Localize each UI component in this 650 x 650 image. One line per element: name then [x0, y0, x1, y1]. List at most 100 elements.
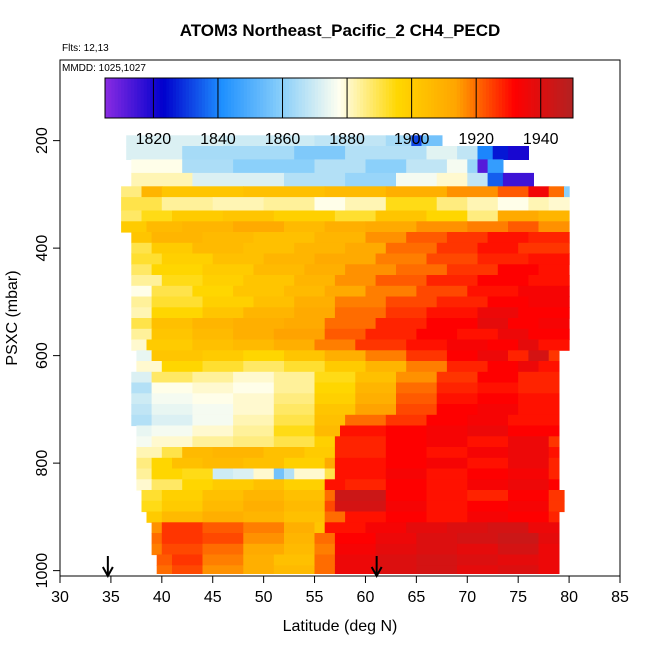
colorbar-cell — [405, 78, 409, 118]
colorbar-cell — [376, 78, 380, 118]
heat-cell — [314, 339, 356, 351]
heat-cell — [233, 159, 316, 174]
heat-cell — [426, 468, 468, 480]
heat-cell — [426, 414, 468, 427]
heat-cell — [192, 382, 234, 394]
heat-cell — [151, 543, 163, 556]
heat-cell — [355, 339, 407, 351]
colorbar-cell — [463, 78, 467, 118]
colorbar-cell — [395, 78, 400, 118]
heat-cell — [518, 371, 560, 384]
heat-cell — [233, 425, 275, 437]
heat-cell — [233, 285, 285, 298]
colorbar-cell — [292, 78, 296, 118]
colorbar-cell — [318, 78, 322, 118]
heat-cell — [345, 197, 387, 212]
heat-cell — [202, 296, 254, 308]
heat-cell — [151, 468, 183, 480]
heat-cell — [467, 511, 509, 523]
heat-cell — [161, 500, 204, 513]
colorbar-cell — [256, 78, 261, 118]
heat-cell — [426, 307, 478, 319]
colorbar-cell — [188, 78, 193, 118]
heat-cell — [202, 511, 244, 523]
heat-cell — [324, 522, 366, 534]
heat-cell — [151, 393, 193, 405]
heat-cell — [202, 533, 244, 545]
heat-cell — [467, 172, 489, 187]
heat-cell — [243, 186, 326, 198]
heat-cell — [518, 285, 570, 298]
heat-cell — [243, 275, 295, 287]
heat-cell — [304, 264, 346, 276]
heat-cell — [131, 159, 183, 174]
x-tick-label: 30 — [51, 589, 69, 606]
heat-cell — [508, 479, 550, 491]
heat-cell — [136, 350, 153, 362]
colorbar-tick-label: 1940 — [523, 131, 559, 148]
heat-cell — [192, 339, 234, 351]
heat-cell — [518, 404, 560, 416]
heat-cell — [375, 565, 417, 574]
heat-cell — [121, 186, 143, 198]
heat-cell — [151, 296, 204, 308]
heat-cell — [212, 197, 265, 212]
heat-cell — [345, 172, 397, 187]
colorbar-cell — [492, 78, 496, 118]
heat-cell — [202, 522, 244, 534]
x-tick-label: 80 — [560, 589, 578, 606]
colorbar-cell — [424, 78, 429, 118]
heat-cell — [126, 135, 224, 147]
heat-cell — [151, 425, 193, 437]
heat-cell — [538, 565, 560, 574]
heat-cell — [467, 490, 509, 502]
heat-cell — [131, 328, 153, 341]
colorbar-cell — [389, 78, 393, 118]
heat-cell — [131, 275, 163, 287]
heat-cell — [548, 197, 570, 212]
heat-cell — [253, 232, 316, 244]
heat-cell — [436, 393, 478, 405]
heat-cell — [314, 232, 366, 244]
heat-cell — [314, 393, 356, 405]
heat-cell — [141, 500, 163, 513]
colorbar-cell — [356, 78, 361, 118]
heat-cell — [467, 197, 499, 212]
heat-cell — [334, 275, 377, 287]
colorbar-cell — [311, 78, 316, 118]
heat-cell — [172, 210, 224, 222]
heat-cell — [161, 361, 204, 373]
heat-cell — [467, 414, 509, 427]
heat-cell — [508, 490, 550, 502]
heat-cell — [375, 275, 428, 287]
heat-cell — [528, 350, 550, 362]
heat-cell — [202, 457, 244, 470]
colorbar-cell — [456, 78, 461, 118]
colorbar-cell — [301, 78, 306, 118]
colorbar-cell — [230, 78, 235, 118]
colorbar-cell — [137, 78, 141, 118]
x-axis: 30 35 40 45 50 55 60 65 70 75 80 85 — [51, 575, 629, 606]
heat-cell — [182, 447, 214, 459]
heat-cell — [416, 533, 458, 545]
heat-cell — [538, 210, 570, 222]
colorbar-cell — [201, 78, 206, 118]
heat-cell — [161, 186, 244, 198]
heat-cell — [192, 425, 234, 437]
x-axis-label: Latitude (deg N) — [283, 618, 398, 635]
heat-cell — [467, 425, 509, 437]
colorbar-cell — [166, 78, 170, 118]
heat-cell — [314, 425, 341, 437]
heat-cell — [243, 554, 275, 566]
heat-cell — [477, 350, 509, 362]
heat-cell — [497, 554, 540, 566]
heat-cell — [284, 479, 326, 491]
colorbar-cell — [130, 78, 135, 118]
heat-cell — [446, 264, 499, 276]
colorbar-cell — [114, 78, 119, 118]
heat-cell — [426, 447, 468, 459]
heat-cell — [365, 328, 417, 341]
heat-cell — [528, 328, 570, 341]
colorbar-cell — [385, 78, 390, 118]
heat-cell — [294, 242, 346, 255]
